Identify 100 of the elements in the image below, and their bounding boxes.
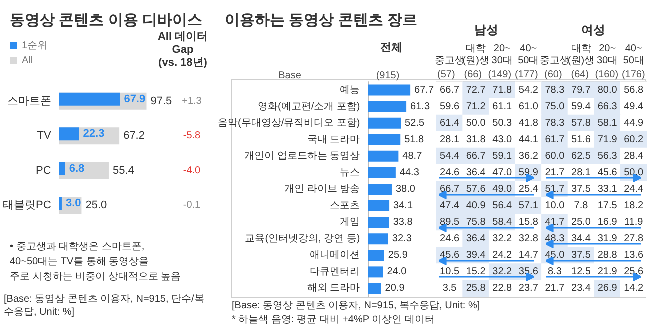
y-tick-label: 애니메이션 [310,250,360,262]
data-label: 14.7 [518,250,539,262]
data-label: 25.4 [518,184,539,195]
data-label: 58.1 [598,118,618,129]
data-label: 41.7 [545,217,566,228]
y-tick-label: 해외 드라마 [307,283,360,294]
data-label: 43.0 [492,134,513,146]
bar [368,101,407,112]
text: (177) [514,70,538,80]
data-label: 34.1 [394,200,414,212]
y-tick-label: 개인이 업로드하는 동영상 [244,150,360,162]
data-label: 25.0 [86,200,108,212]
data-label: 71.2 [466,101,486,112]
data-label: 32.8 [518,234,539,245]
data-label: 12.5 [572,266,592,278]
data-label: 31.9 [598,234,618,245]
data-label: 36.2 [518,150,539,162]
bar [368,167,396,178]
text: 여성 [582,23,606,37]
bar [368,234,388,245]
x-tick-label: 대학 (원)생 [462,44,490,66]
y-tick-label: 스마트폰 [7,95,52,108]
y-tick-label: 개인 라이브 방송 [284,184,360,195]
legend-label: 1순위 [22,40,48,52]
text: (64) [571,70,590,80]
y-tick-label: PC [36,164,52,177]
x-tick-label: 20~ 30대 [596,44,618,66]
data-label: 8.3 [548,266,562,278]
y-tick-label: 영화(예고편/소개 포함) [258,101,360,112]
y-tick-label: 뉴스 [340,167,360,178]
bar [368,283,382,294]
data-label: 24.2 [492,250,513,262]
data-label: 54.4 [440,150,460,162]
bar [59,128,80,141]
data-label: 59.4 [572,101,592,112]
x-tick-label: 대학 (원)생 [568,44,595,66]
data-label: 60.0 [545,150,566,162]
data-label: 59.9 [518,167,539,178]
x-tick-label: 40~ 50대 [623,44,644,66]
data-label: 40.9 [466,200,486,212]
x-tick-label: 20~ 30대 [492,44,513,66]
text: (149) [488,70,512,80]
text: -0.1 [183,200,202,212]
data-label: 97.5 [150,95,172,108]
text: * 하늘색 음영: 평균 대비 +4%P 이상인 데이터 [232,314,435,326]
data-label: 37.5 [572,184,592,195]
data-label: 56.3 [598,150,618,162]
text: (915) [376,70,400,82]
bar [368,84,411,96]
data-label: 78.3 [545,84,566,96]
data-label: 79.7 [572,84,592,96]
data-label: 57.1 [518,200,539,212]
data-label: 7.8 [574,200,589,212]
y-tick-label: 교육(인터넷강의, 강연 등) [245,234,360,245]
data-label: 11.9 [624,217,644,228]
data-label: 33.1 [598,184,618,195]
y-tick-label: 다큐멘터리 [310,266,360,278]
data-label: 10.0 [545,200,566,212]
data-label: 21.7 [545,167,566,178]
data-label: 22.3 [83,128,105,140]
text: [Base: 동영상 콘텐츠 이용자, N=915, 단수/복수응답, Unit: %] [4,294,204,318]
data-label: 51.6 [572,134,592,146]
data-label: 78.3 [545,118,566,129]
data-label: 24.4 [624,184,644,195]
data-label: 25.8 [466,283,486,294]
data-label: 71.8 [492,84,513,96]
data-label: 38.0 [396,184,416,195]
data-label: 66.3 [598,101,618,112]
data-label: 66.7 [440,184,460,195]
chart-title: 동영상 콘텐츠 이용 디바이스 [10,12,203,29]
y-tick-label: 예능 [340,84,360,96]
data-label: 36.4 [466,234,486,245]
data-label: 14.2 [624,283,644,294]
data-label: 49.0 [492,184,513,195]
data-label: 35.6 [518,266,539,278]
y-tick-label: 스포츠 [330,200,360,212]
data-label: 28.1 [572,167,592,178]
data-label: 31.8 [466,134,486,146]
chart-title: 이용하는 동영상 콘텐츠 장르 [225,12,418,29]
data-label: 45.6 [598,167,618,178]
data-label: 57.8 [572,118,592,129]
data-label: 48.3 [545,234,566,245]
data-label: 32.3 [392,234,412,245]
data-label: 37.5 [572,250,592,262]
text: (60) [544,70,562,80]
data-label: 23.4 [572,283,592,294]
data-label: 51.7 [545,184,566,195]
data-label: 24.6 [440,167,460,178]
data-label: 39.4 [466,250,486,262]
data-label: 89.5 [440,217,460,228]
data-label: 22.8 [492,283,513,294]
bar [59,92,120,106]
data-label: 66.7 [440,84,460,96]
data-label: 18.2 [624,200,644,212]
data-label: 72.7 [466,84,486,96]
data-label: 6.8 [69,162,85,175]
data-label: 44.3 [400,167,420,178]
data-label: 50.0 [624,167,644,178]
data-label: 24.0 [387,266,408,278]
data-label: 27.8 [624,234,644,245]
